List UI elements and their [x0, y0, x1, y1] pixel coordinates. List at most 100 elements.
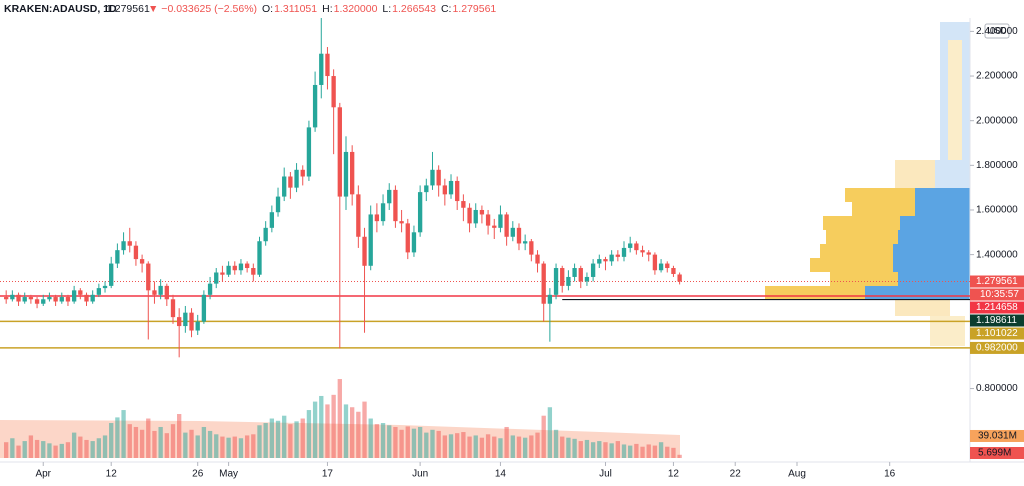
volume-bar: [71, 432, 77, 458]
volume-bar: [473, 435, 478, 458]
volume-bar: [275, 420, 281, 458]
y-tick-label: 1.800000: [976, 160, 1018, 171]
volume-bar: [553, 429, 559, 458]
candle-body: [442, 185, 448, 195]
x-tick-label: Aug: [788, 469, 806, 480]
volume-profile: [765, 22, 970, 346]
candle-body: [658, 263, 664, 271]
price-label: 1.279561: [976, 276, 1018, 287]
candle-body: [294, 169, 299, 188]
volume-bar: [195, 435, 200, 458]
volume-bar: [387, 425, 392, 458]
x-tick-label: May: [219, 469, 238, 480]
candle-body: [109, 263, 114, 286]
candle-body: [201, 294, 207, 322]
price-label-bg: [970, 327, 1024, 340]
volume-bar: [115, 417, 120, 458]
candle-body: [473, 209, 478, 224]
volume-bar: [621, 444, 627, 458]
candle-body: [529, 241, 534, 255]
volume-bar: [584, 439, 590, 458]
candle-body: [207, 283, 213, 295]
vp-row: [915, 202, 970, 216]
volume-bar: [10, 438, 15, 458]
candle-body: [4, 297, 9, 300]
candle-body: [374, 214, 380, 222]
volume-bar: [269, 418, 275, 458]
price-label: 0.982000: [976, 343, 1018, 354]
vp-row: [810, 258, 893, 272]
volume-bar: [609, 443, 614, 458]
candle-body: [634, 243, 639, 251]
vp-row: [900, 216, 970, 230]
candle-body: [90, 294, 95, 302]
volume-bar: [263, 423, 268, 458]
candle-body: [387, 189, 392, 204]
candle-body: [492, 225, 497, 228]
candle-body: [127, 241, 132, 246]
x-tick-label: 12: [106, 469, 118, 480]
volume-bar: [652, 445, 658, 458]
vp-row: [898, 230, 970, 244]
currency-badge[interactable]: [984, 23, 1010, 39]
candle-body: [195, 321, 200, 331]
volume-bar: [158, 426, 163, 458]
volume-bar: [529, 435, 534, 458]
candle-body: [146, 263, 151, 291]
volume-bar: [282, 415, 287, 458]
volume-bar: [510, 435, 515, 458]
vp-row: [898, 272, 970, 286]
candle-body: [547, 294, 553, 304]
candle-body: [71, 290, 77, 302]
candle-body: [170, 299, 176, 318]
y-tick-label: 2.200000: [976, 71, 1018, 82]
volume-bar: [251, 434, 256, 458]
candle-body: [405, 223, 410, 253]
volume-bar: [133, 426, 139, 458]
candle-body: [393, 189, 398, 222]
candle-body: [177, 317, 182, 327]
volume-bar: [238, 438, 244, 458]
volume-bar: [393, 426, 398, 458]
volume-bar: [28, 435, 34, 458]
volume-bar: [300, 418, 305, 458]
volume-bar: [677, 454, 682, 458]
candle-body: [461, 201, 466, 208]
candle-body: [368, 214, 373, 266]
volume-bar: [214, 434, 219, 458]
candle-body: [102, 285, 108, 289]
x-tick-label: 12: [668, 469, 680, 480]
candle-body: [671, 268, 676, 275]
candle-body: [467, 207, 472, 224]
x-tick-label: Jun: [412, 469, 428, 480]
volume-bar: [121, 410, 126, 458]
symbol: KRAKEN:ADAUSD, 1D: [4, 3, 117, 15]
candle-body: [479, 209, 485, 215]
ohlc-value: 1.311051: [274, 3, 317, 15]
volume-bar: [170, 424, 176, 458]
volume-bar: [522, 437, 528, 458]
volume-bar: [232, 436, 237, 458]
volume-bar: [572, 438, 577, 458]
candle-body: [436, 169, 441, 186]
vp-row: [820, 244, 893, 258]
candle-body: [578, 268, 583, 282]
volume-label: 5.699M: [978, 448, 1011, 459]
volume-bar: [492, 436, 497, 458]
volume-bar: [189, 429, 194, 458]
volume-bar: [590, 442, 596, 458]
candle-body: [257, 241, 262, 275]
candle-body: [220, 272, 225, 275]
price-label-bg: [970, 314, 1024, 327]
vp-row: [935, 160, 970, 188]
candle-body: [275, 196, 281, 213]
price-label-bg: [970, 301, 1024, 314]
candle-body: [424, 185, 429, 193]
volume-bar: [146, 418, 151, 458]
vp-row: [823, 216, 900, 230]
candle-body: [28, 297, 34, 300]
volume-bar: [201, 426, 207, 458]
candle-body: [158, 285, 163, 295]
candle-body: [448, 180, 454, 195]
